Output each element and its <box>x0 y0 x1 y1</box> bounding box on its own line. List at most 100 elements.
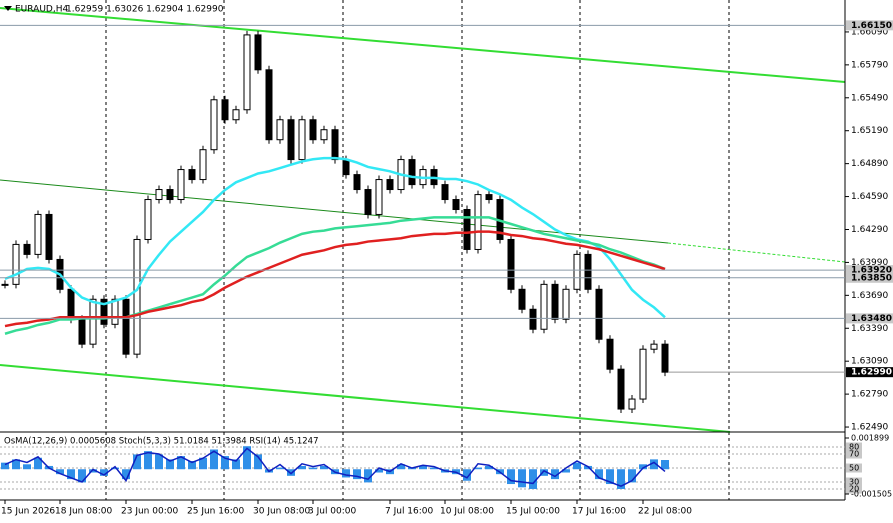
price-level-label: 1.63920 <box>851 266 892 276</box>
candle <box>1 283 9 286</box>
candle <box>650 343 658 350</box>
candle <box>144 199 152 240</box>
osma-bar <box>100 469 108 476</box>
candle <box>320 129 328 141</box>
osma-bar <box>23 464 31 470</box>
y-tick-label: 1.64290 <box>851 225 888 235</box>
candle <box>584 253 592 290</box>
candle <box>67 288 75 320</box>
candle <box>375 179 383 215</box>
y-tick-label: 1.64890 <box>851 159 888 169</box>
osma-bar <box>144 451 152 470</box>
candle <box>133 238 141 355</box>
candle <box>111 298 119 325</box>
osma-bar <box>397 464 405 470</box>
osma-bar <box>617 469 625 489</box>
candle <box>34 213 42 255</box>
candle <box>210 99 218 151</box>
osma-bar <box>650 459 658 470</box>
x-tick-label: 18 Jun 08:00 <box>55 507 112 517</box>
candle <box>331 129 339 161</box>
last-price-box <box>846 367 893 378</box>
x-tick-label: 15 Jul 00:00 <box>506 507 560 517</box>
candle <box>573 253 581 290</box>
price-level-label: 1.63850 <box>851 273 892 283</box>
osma-bar <box>243 446 251 470</box>
y2-tick-label: 30 <box>849 478 859 487</box>
osma-bar <box>419 465 427 470</box>
candle <box>199 149 207 181</box>
candle <box>353 174 361 191</box>
candle <box>23 243 31 255</box>
level-box <box>846 477 862 487</box>
y-tick-label: 1.63990 <box>851 258 888 268</box>
candle <box>595 288 603 340</box>
candle <box>606 338 614 370</box>
x-tick-label: 22 Jul 08:00 <box>638 507 692 517</box>
candle <box>463 209 471 250</box>
osma-bar <box>122 469 130 480</box>
osma-bar <box>287 469 295 476</box>
y2-tick-label: 80 <box>849 443 859 452</box>
level-box <box>846 484 862 494</box>
candle <box>309 119 317 141</box>
candle <box>408 159 416 186</box>
osma-bar <box>320 465 328 470</box>
osma-bar <box>562 469 570 473</box>
osma-bar <box>56 469 64 475</box>
x-tick-label: 25 Jun 16:00 <box>187 507 244 517</box>
y-tick-label: 1.66090 <box>851 27 888 37</box>
y2-tick-label: 70 <box>849 450 859 459</box>
candle <box>287 119 295 161</box>
osma-bar <box>188 461 196 470</box>
osma-bar <box>1 462 9 470</box>
rsi-line <box>4 447 666 488</box>
y-tick-label: 1.62490 <box>851 423 888 433</box>
osma-bar <box>78 469 86 483</box>
y-tick-label: 1.63390 <box>851 324 888 334</box>
price-level-box <box>846 313 893 324</box>
y-tick-label: 0.001899 <box>851 433 889 442</box>
price-level-label: 1.63480 <box>851 314 892 324</box>
osma-bar <box>518 469 526 488</box>
channel-upper <box>0 7 846 83</box>
candle <box>342 159 350 176</box>
symbol-menu-arrow[interactable] <box>4 6 12 11</box>
candle <box>12 243 20 285</box>
candle <box>221 99 229 121</box>
candle <box>485 194 493 201</box>
x-tick-label: 23 Jun 00:00 <box>121 507 178 517</box>
last-price-label: 1.62990 <box>851 368 892 378</box>
osma-bar <box>309 467 317 470</box>
candle <box>661 343 669 373</box>
candle <box>540 283 548 330</box>
osma-bar <box>430 467 438 470</box>
osma-bar <box>485 465 493 470</box>
candle <box>628 398 636 410</box>
y2-tick-label: 50 <box>849 464 859 473</box>
osma-bar <box>89 469 97 473</box>
candle <box>45 213 53 260</box>
level-box <box>846 449 862 459</box>
candle <box>188 169 196 181</box>
candle <box>551 283 559 320</box>
y-tick-label: 1.65790 <box>851 60 888 70</box>
osma-bar <box>199 457 207 470</box>
price-level-box <box>846 272 893 283</box>
osma-bar <box>254 454 262 470</box>
y-tick-label: 1.63090 <box>851 357 888 367</box>
osma-bar <box>507 469 515 485</box>
osma-bar <box>353 469 361 480</box>
candle <box>562 288 570 320</box>
price-level-box <box>846 20 893 31</box>
y-tick-label: 1.62790 <box>851 390 888 400</box>
candle <box>441 184 449 201</box>
osma-bar <box>177 456 185 470</box>
price-level-label: 1.66150 <box>851 21 892 31</box>
level-box <box>846 442 862 452</box>
osma-bar <box>661 460 669 470</box>
osma-bar <box>364 469 372 483</box>
osma-bar <box>540 469 548 476</box>
